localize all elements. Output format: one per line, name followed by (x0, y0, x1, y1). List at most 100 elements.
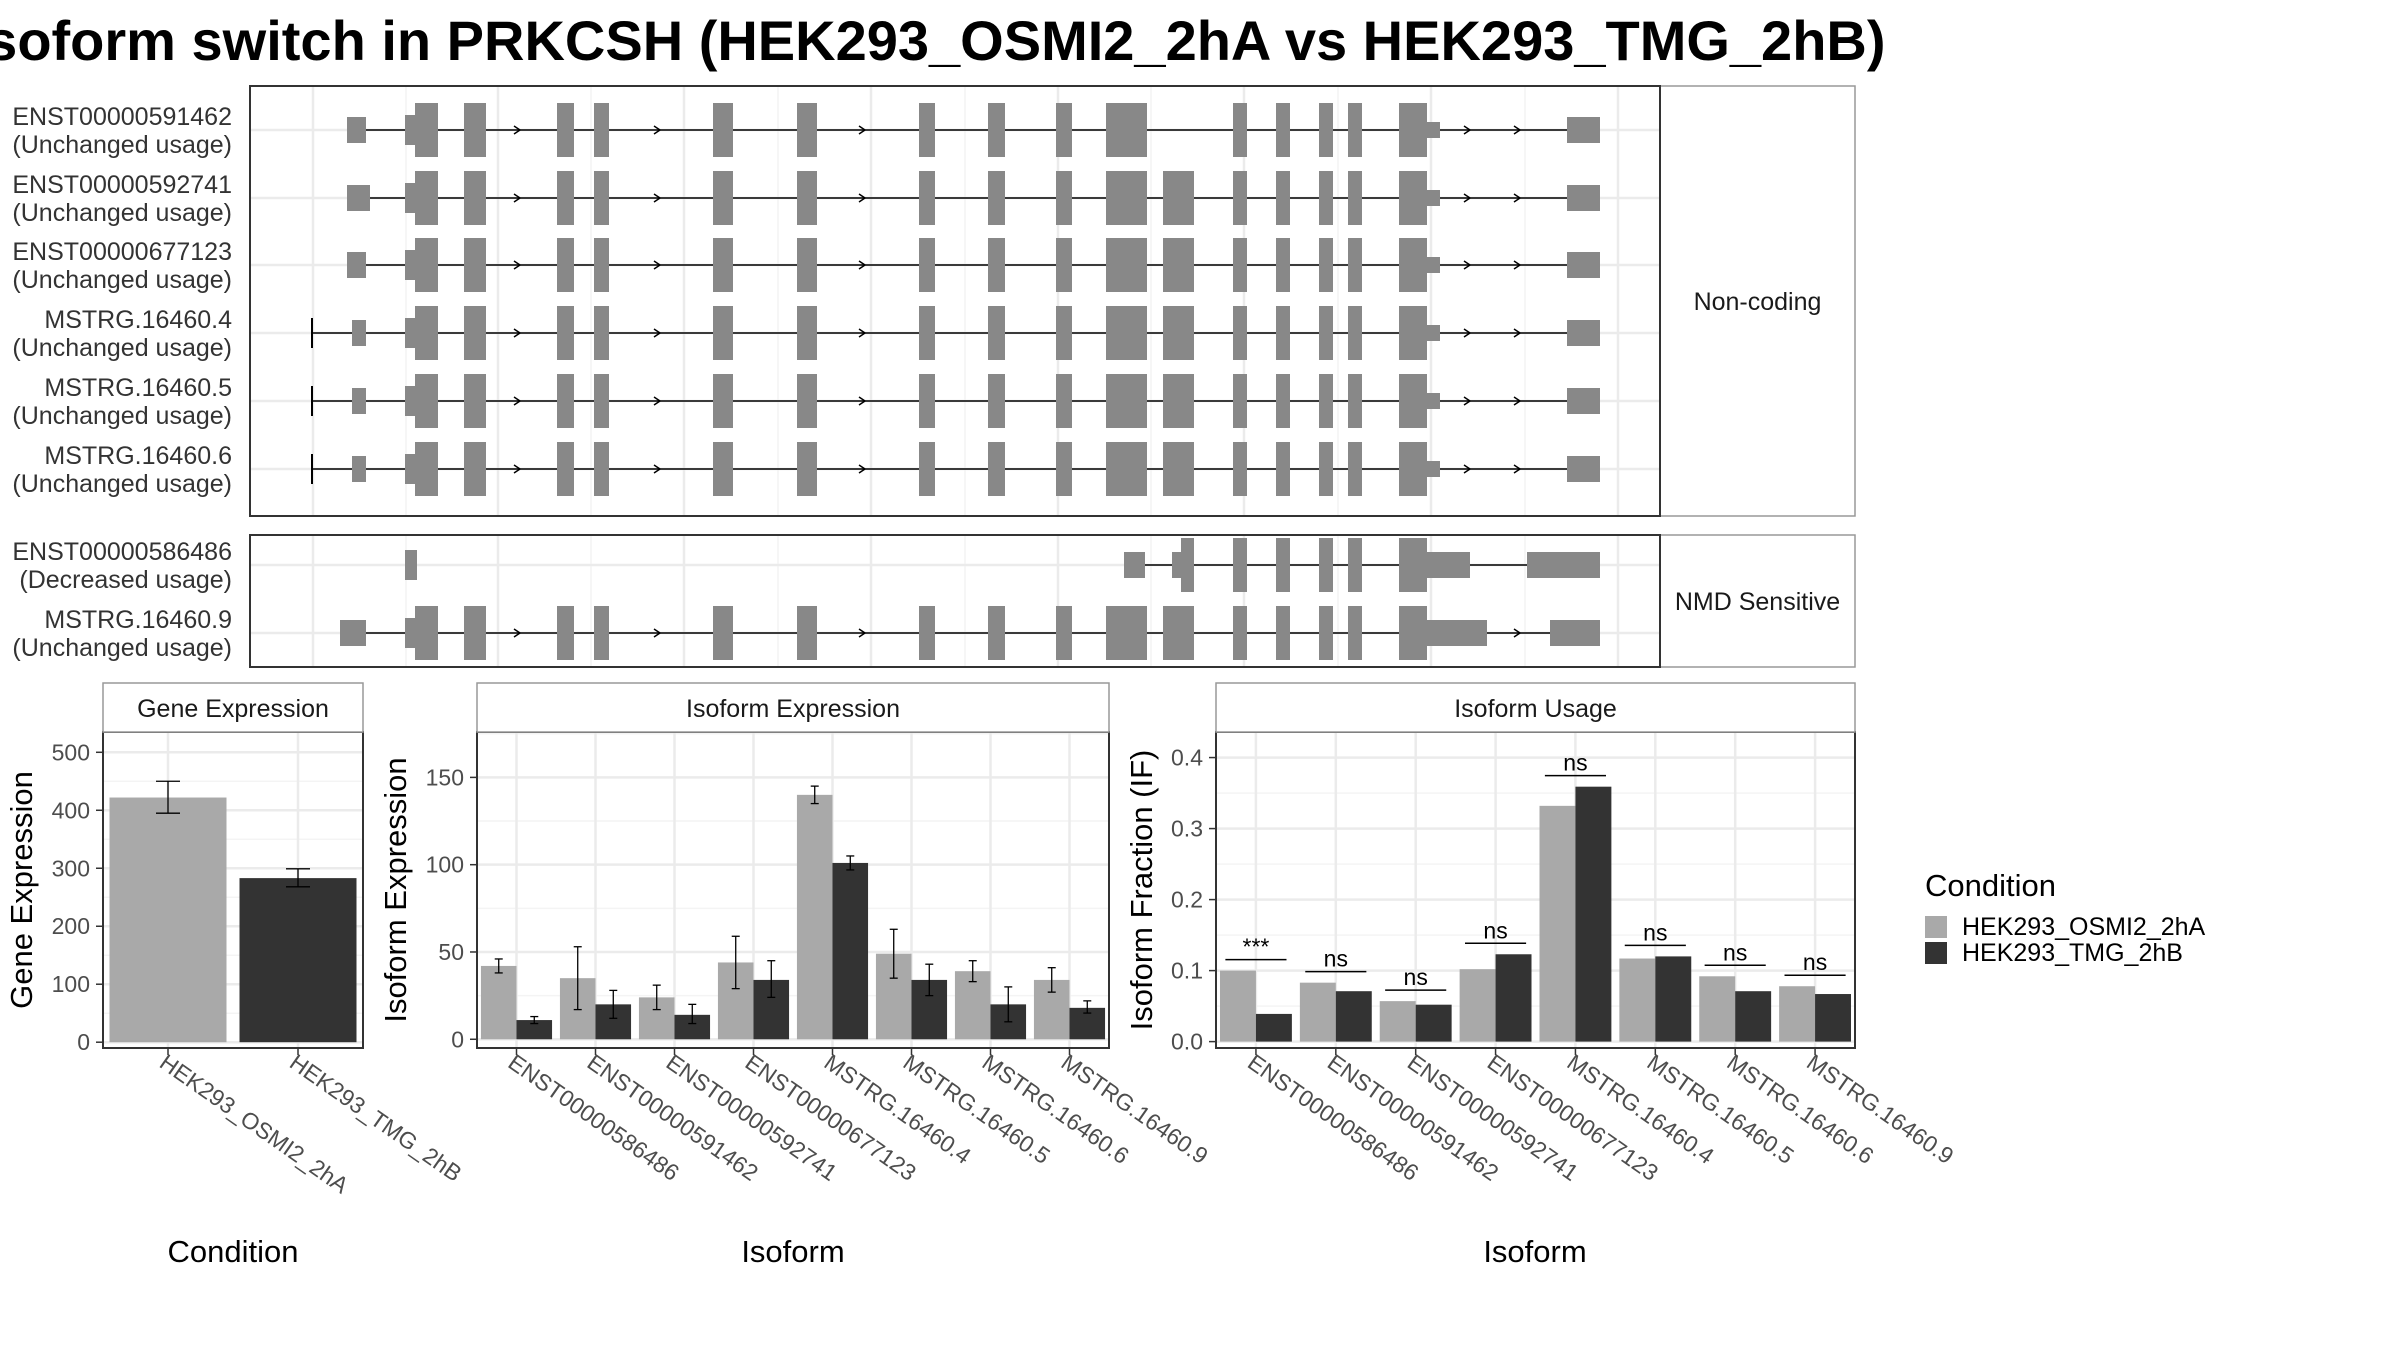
exon (1106, 606, 1147, 660)
exon (405, 550, 417, 580)
exon (919, 103, 935, 157)
transcript-model (311, 306, 1600, 360)
bar (1735, 991, 1772, 1042)
exon (1276, 238, 1290, 292)
chart-panel-1: 0100200300400500HEK293_OSMI2_2hAHEK293_T… (4, 682, 467, 1269)
exon (1399, 238, 1427, 292)
direction-arrow (1513, 260, 1522, 270)
exon (919, 171, 935, 225)
direction-arrow (858, 260, 867, 270)
bar (1655, 956, 1692, 1042)
bar (1335, 991, 1372, 1042)
exon (988, 374, 1005, 428)
exon (464, 606, 486, 660)
direction-arrow (858, 628, 867, 638)
y-axis-title: Gene Expression (4, 771, 39, 1009)
exon (557, 606, 574, 660)
exon (713, 306, 733, 360)
y-tick-label: 150 (426, 764, 464, 790)
exon (1399, 103, 1427, 157)
exon (1427, 552, 1470, 578)
exon (713, 606, 733, 660)
direction-arrow (653, 125, 662, 135)
transcript-name: ENST00000677123 (12, 238, 232, 266)
exon (594, 442, 609, 496)
exon (1427, 620, 1487, 646)
y-tick-label: 0.3 (1171, 816, 1203, 842)
direction-arrow (1463, 328, 1472, 338)
exon (1056, 374, 1072, 428)
transcript-usage: (Unchanged usage) (12, 199, 232, 227)
exon (1233, 103, 1247, 157)
legend-label: HEK293_TMG_2hB (1962, 939, 2183, 967)
exon (415, 442, 438, 496)
x-axis-title: Isoform (741, 1234, 844, 1269)
exon (988, 306, 1005, 360)
direction-arrow (1513, 193, 1522, 203)
exon (352, 320, 366, 346)
exon (797, 606, 817, 660)
exon (713, 103, 733, 157)
bar (1619, 958, 1656, 1042)
x-tick-label: MSTRG.16460.9 (1802, 1049, 1958, 1169)
exon (405, 183, 417, 213)
y-tick-label: 300 (52, 855, 90, 881)
structure-panel-1 (250, 85, 1856, 517)
exon (1348, 538, 1362, 592)
significance-label: ns (1723, 939, 1747, 965)
chart-panel-2: 050100150ENST00000586486ENST00000591462E… (378, 682, 1213, 1269)
significance-label: ns (1324, 946, 1348, 972)
exon (1399, 538, 1427, 592)
transcript-name: ENST00000586486 (12, 538, 232, 566)
exon (464, 238, 486, 292)
direction-arrow (858, 193, 867, 203)
exon (797, 171, 817, 225)
exon (1163, 238, 1194, 292)
exon (557, 306, 574, 360)
exon (340, 620, 366, 646)
direction-arrow (1463, 464, 1472, 474)
transcript-name: MSTRG.16460.9 (44, 606, 232, 634)
transcript-usage: (Unchanged usage) (12, 334, 232, 362)
exon (1124, 552, 1145, 578)
exon (1567, 388, 1600, 414)
exon (1106, 171, 1147, 225)
exon (797, 306, 817, 360)
direction-arrow (858, 396, 867, 406)
exon (1319, 306, 1333, 360)
strip-background (102, 682, 364, 733)
exon (1399, 171, 1427, 225)
exon (557, 238, 574, 292)
significance-label: ns (1803, 949, 1827, 975)
exon (464, 171, 486, 225)
bar (516, 1020, 553, 1040)
strip-background (1659, 85, 1856, 517)
exon (1319, 606, 1333, 660)
exon (464, 306, 486, 360)
exon (1233, 171, 1247, 225)
exon (405, 454, 417, 484)
exon (919, 374, 935, 428)
exon (1348, 171, 1362, 225)
bar (109, 797, 227, 1043)
exon (797, 442, 817, 496)
exon (415, 606, 438, 660)
bar (1299, 982, 1336, 1042)
x-tick-label: MSTRG.16460.5 (1642, 1049, 1798, 1169)
exon (415, 171, 438, 225)
exon (1276, 442, 1290, 496)
exon (415, 103, 438, 157)
exon (1427, 122, 1440, 138)
bar (1219, 970, 1256, 1042)
exon (464, 442, 486, 496)
direction-arrow (1513, 396, 1522, 406)
panel-background (250, 86, 1660, 516)
exon (1056, 103, 1072, 157)
strip-background (476, 682, 1110, 733)
panel-strip-label: Isoform Expression (686, 695, 900, 723)
exon (1056, 171, 1072, 225)
exon (1106, 103, 1147, 157)
exon (1276, 538, 1290, 592)
